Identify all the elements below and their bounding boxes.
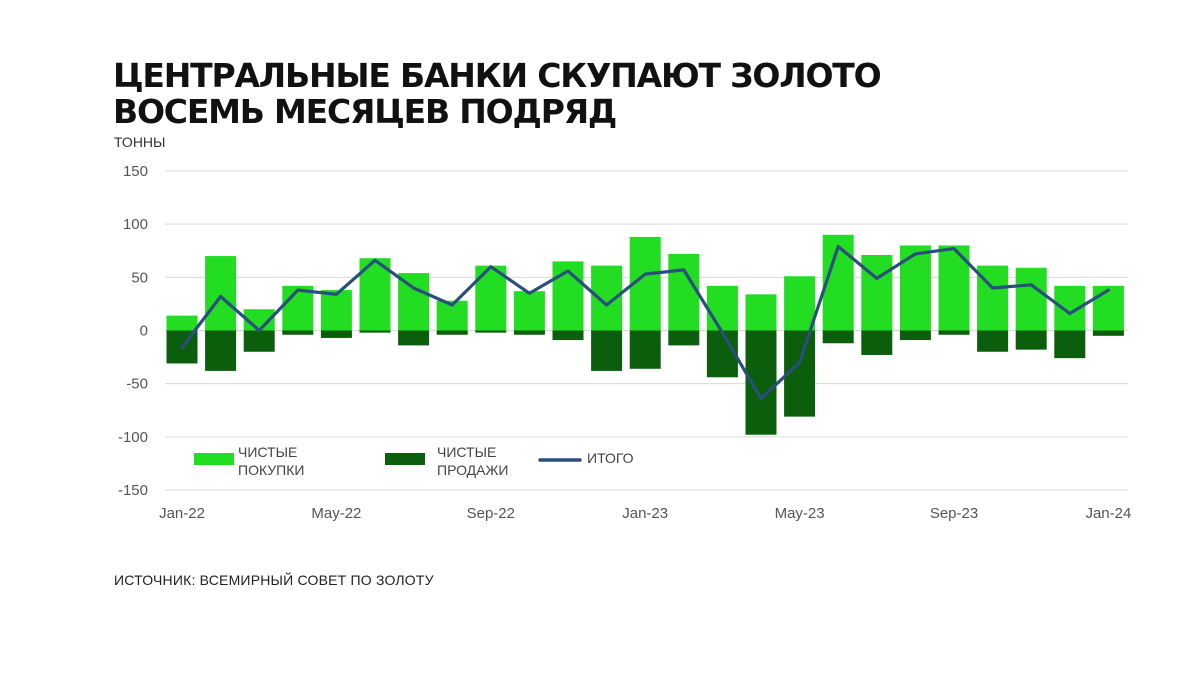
purchase-bar [166,315,198,331]
x-tick-label: Jan-23 [622,505,668,522]
y-tick-label: 0 [140,323,148,340]
y-axis-unit-label: ТОННЫ [114,134,166,150]
sales-bar [359,330,391,333]
sales-bar [398,330,430,346]
purchase-bar [398,273,430,331]
purchase-bar [784,276,816,331]
purchase-bar [1015,267,1047,331]
y-tick-label: -50 [126,376,148,393]
legend-label-sales: ПРОДАЖИ [437,462,508,478]
sales-bar [475,330,507,333]
x-tick-label: Sep-23 [930,505,978,522]
legend-swatch-sales [385,453,425,465]
sales-bar [629,330,661,369]
x-tick-label: Jan-24 [1085,505,1131,522]
sales-bar [436,330,468,335]
legend-label-total: ИТОГО [587,450,634,466]
x-tick-label: Sep-22 [467,505,515,522]
source-note: ИСТОЧНИК: ВСЕМИРНЫЙ СОВЕТ ПО ЗОЛОТУ [114,572,434,588]
purchase-bar [1092,285,1124,331]
sales-bar [668,330,700,346]
sales-bar [320,330,352,338]
sales-bar [706,330,738,378]
sales-bar [1092,330,1124,336]
purchase-bar [205,256,237,331]
sales-bar [822,330,854,344]
legend-label-purchases: ЧИСТЫЕ [238,444,297,460]
y-tick-label: -150 [118,482,148,499]
purchase-bar [668,253,700,331]
sales-bar [861,330,893,355]
sales-bar [1054,330,1086,359]
sales-bar [552,330,584,341]
sales-bar [899,330,931,341]
y-tick-label: 50 [131,269,148,286]
sales-bar [938,330,970,335]
purchase-bar [706,285,738,331]
sales-bar [591,330,623,371]
purchase-bar [513,291,545,331]
y-tick-label: 150 [123,163,148,180]
sales-bar [282,330,314,335]
sales-bar [1015,330,1047,350]
sales-bar [205,330,237,371]
x-tick-label: May-23 [775,505,825,522]
chart-title: ЦЕНТРАЛЬНЫЕ БАНКИ СКУПАЮТ ЗОЛОТО ВОСЕМЬ … [113,56,882,131]
purchase-bar [282,285,314,331]
purchase-bar [745,294,777,331]
x-tick-label: May-22 [311,505,361,522]
chart-title-line-2: ВОСЕМЬ МЕСЯЦЕВ ПОДРЯД [113,92,617,131]
y-tick-label: 100 [123,216,148,233]
legend-swatch-purchases [194,453,234,465]
legend-label-purchases: ПОКУПКИ [238,462,304,478]
sales-bar [977,330,1009,352]
legend-label-sales: ЧИСТЫЕ [437,444,496,460]
y-tick-label: -100 [118,429,148,446]
purchase-bar [899,245,931,331]
purchase-bar [320,290,352,331]
purchase-bar [861,255,893,331]
chart-title-line-1: ЦЕНТРАЛЬНЫЕ БАНКИ СКУПАЮТ ЗОЛОТО [113,56,882,95]
sales-bar [513,330,545,335]
x-tick-label: Jan-22 [159,505,205,522]
sales-bar [243,330,275,352]
